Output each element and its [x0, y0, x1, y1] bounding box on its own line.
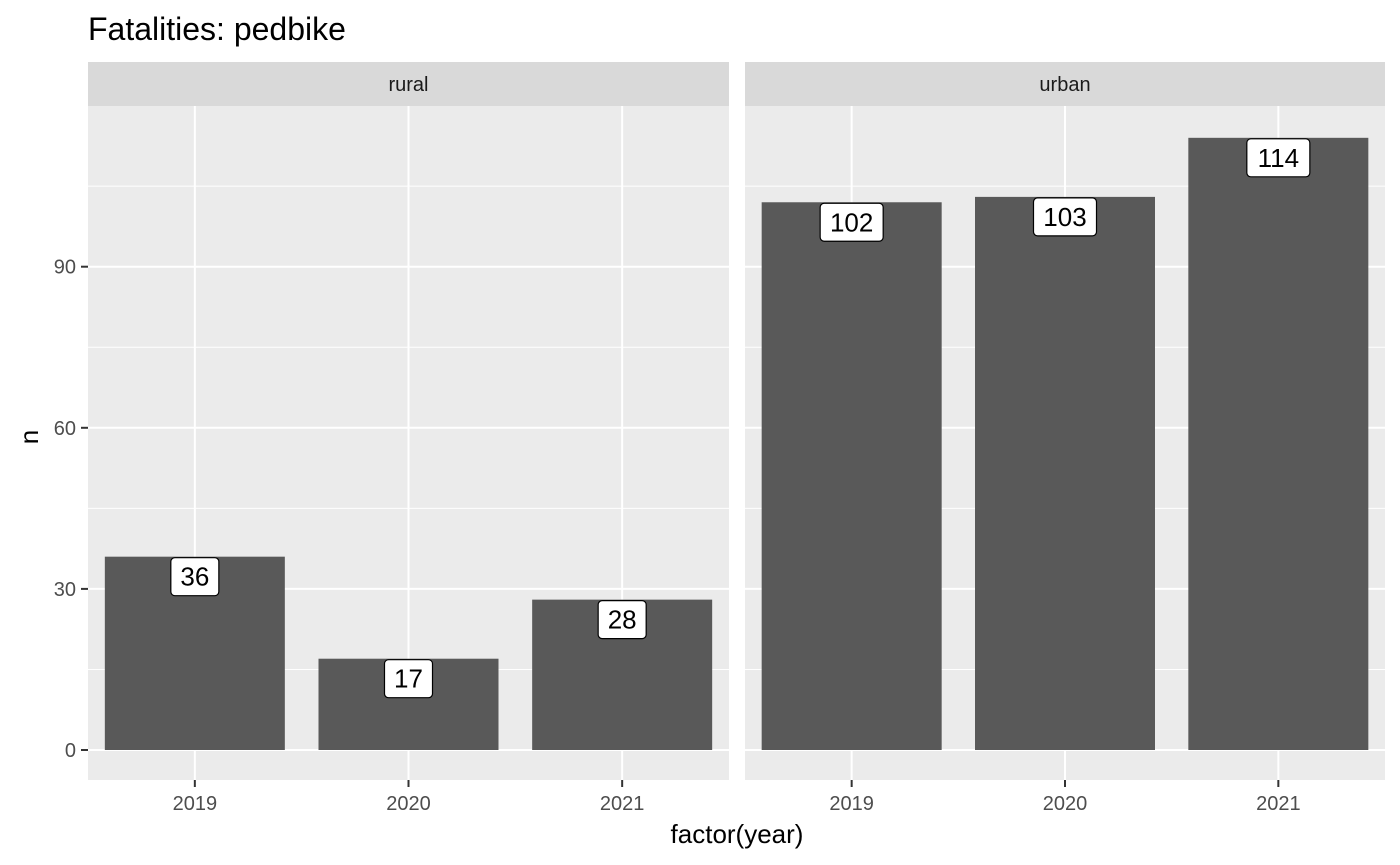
- bar-urban-2020: [975, 196, 1155, 750]
- data-label: 102: [830, 207, 873, 237]
- y-axis: 0 30 60 90: [54, 257, 88, 762]
- data-label-box: [597, 600, 647, 640]
- x-tick-label: 2021: [600, 793, 645, 815]
- facet-panel-urban: urban 102 2019 103 2020 114 2021: [745, 62, 1385, 815]
- chart-title: Fatalities: pedbike: [88, 11, 346, 47]
- bar-urban-2021: [1188, 137, 1369, 750]
- facet-strip: [745, 62, 1385, 106]
- facet-strip-label: urban: [1039, 74, 1090, 96]
- facet-strip-label: rural: [388, 74, 428, 96]
- y-tick-label: 90: [54, 257, 76, 279]
- bar-urban-2019: [761, 202, 942, 750]
- data-label-box: [170, 557, 220, 597]
- y-tick-label: 0: [65, 740, 76, 762]
- data-label-box: [819, 202, 884, 242]
- facet-panel-rural: rural 36 2019 17 2020 28 2021: [88, 62, 729, 815]
- x-tick-label: 2019: [173, 793, 218, 815]
- facet-strip: [88, 62, 729, 106]
- data-label: 114: [1258, 143, 1299, 173]
- x-tick-label: 2019: [829, 793, 874, 815]
- x-tick-label: 2020: [386, 793, 431, 815]
- x-tick-label: 2021: [1256, 793, 1301, 815]
- data-label-box: [1246, 138, 1311, 178]
- data-label: 103: [1043, 202, 1086, 232]
- data-label: 28: [608, 605, 637, 635]
- y-tick-label: 30: [54, 579, 76, 601]
- data-label: 36: [180, 562, 209, 592]
- data-label-box: [1032, 197, 1098, 237]
- data-label-box: [383, 659, 434, 699]
- y-tick-label: 60: [54, 418, 76, 440]
- facet-panels: rural 36 2019 17 2020 28 2021 urban 102 2019 103 20…: [88, 62, 1385, 815]
- x-axis-title: factor(year): [671, 819, 804, 849]
- data-label: 17: [394, 664, 423, 694]
- x-tick-label: 2020: [1043, 793, 1088, 815]
- y-axis-title: n: [14, 430, 44, 444]
